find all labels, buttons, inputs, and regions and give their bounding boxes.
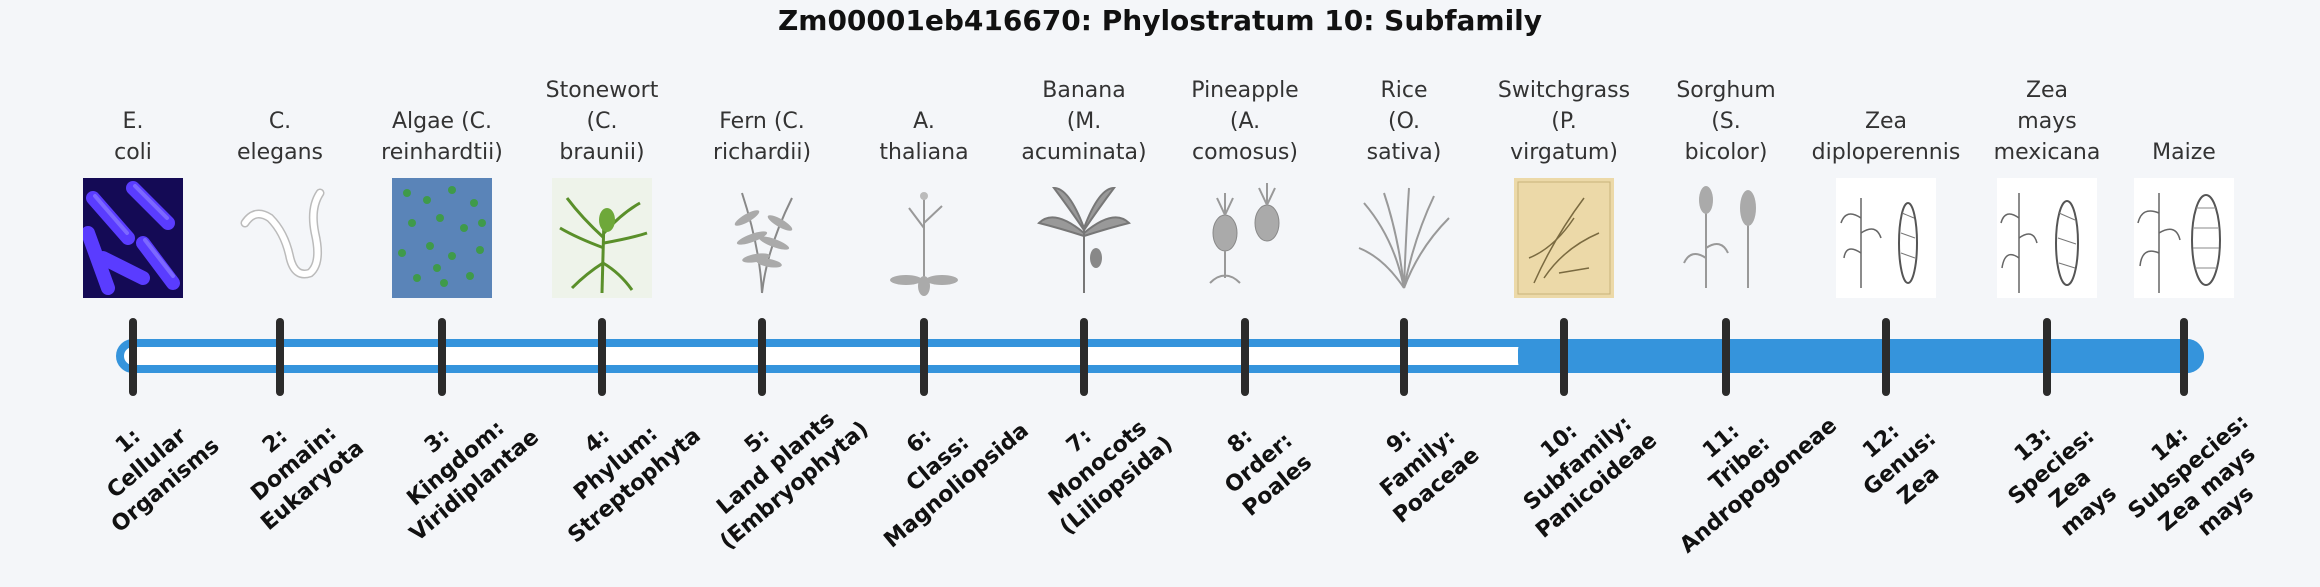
stratum-tick — [129, 318, 137, 396]
rice-icon — [1354, 178, 1454, 298]
stratum-tick — [1882, 318, 1890, 396]
stratum-tick — [276, 318, 284, 396]
pineapple-icon — [1195, 178, 1295, 298]
rank-label: 6: Class: Magnoliopsida — [879, 418, 1034, 554]
organism-label: Maize — [2152, 140, 2216, 165]
organism-label: Zea diploperennis — [1811, 109, 1961, 165]
organism-label: Fern (C. richardii) — [712, 109, 812, 165]
stratum-tick — [598, 318, 606, 396]
banana-icon — [1034, 178, 1134, 298]
organism-label: Zea mays mexicana — [1993, 78, 2101, 165]
rank-label: 5: Land plants (Embryophyta) — [712, 407, 874, 555]
maize-icon — [2134, 178, 2234, 298]
bacteria-icon — [83, 178, 183, 298]
stratum-tick — [758, 318, 766, 396]
rank-label: 11: Tribe: Andropogoneae — [1675, 412, 1842, 559]
rank-label: 3: Kingdom: Viridiplantae — [402, 415, 544, 547]
organism-label: Banana (M. acuminata) — [1021, 78, 1147, 165]
organism-label: Switchgrass (P. virgatum) — [1497, 78, 1631, 165]
stratum-tick — [1080, 318, 1088, 396]
rank-label: 8: Order: Poales — [1220, 423, 1317, 522]
fern-icon — [712, 178, 812, 298]
zea-diploperennis-icon — [1836, 178, 1936, 298]
stratum-tick — [920, 318, 928, 396]
switchgrass-icon — [1514, 178, 1614, 298]
organism-label: C. elegans — [236, 109, 324, 165]
stratum-tick — [1722, 318, 1730, 396]
rank-label: 10: Subfamily: Panicoideae — [1519, 411, 1663, 544]
worm-icon — [230, 178, 330, 298]
arabidopsis-icon — [874, 178, 974, 298]
stratum-tick — [1400, 318, 1408, 396]
organism-label: A. thaliana — [879, 109, 969, 165]
algae-icon — [392, 178, 492, 298]
stratum-tick — [1560, 318, 1568, 396]
timeline-progress-fill — [1518, 339, 2204, 373]
page-title: Zm00001eb416670: Phylostratum 10: Subfam… — [777, 4, 1543, 37]
organism-label: Pineapple (A. comosus) — [1191, 78, 1299, 165]
zea-mexicana-icon — [1997, 178, 2097, 298]
stratum-tick — [438, 318, 446, 396]
sorghum-icon — [1676, 178, 1776, 298]
rank-label: 12: Genus: Zea — [1858, 419, 1945, 510]
stratum-tick — [1241, 318, 1249, 396]
stonewort-icon — [552, 178, 652, 298]
rank-label: 9: Family: Poaceae — [1375, 423, 1485, 529]
organism-label: Sorghum (S. bicolor) — [1676, 78, 1776, 165]
rank-label: 7: Monocots (Liliopsida) — [1044, 415, 1178, 540]
organism-label: Stonewort (C. braunii) — [545, 78, 659, 165]
rank-label: 4: Phylum: Streptophyta — [563, 421, 706, 549]
organism-label: E. coli — [114, 109, 152, 165]
organism-label: Algae (C. reinhardtii) — [381, 109, 503, 165]
stratum-tick — [2180, 318, 2188, 396]
stratum-tick — [2043, 318, 2051, 396]
organism-label: Rice (O. sativa) — [1366, 78, 1442, 165]
